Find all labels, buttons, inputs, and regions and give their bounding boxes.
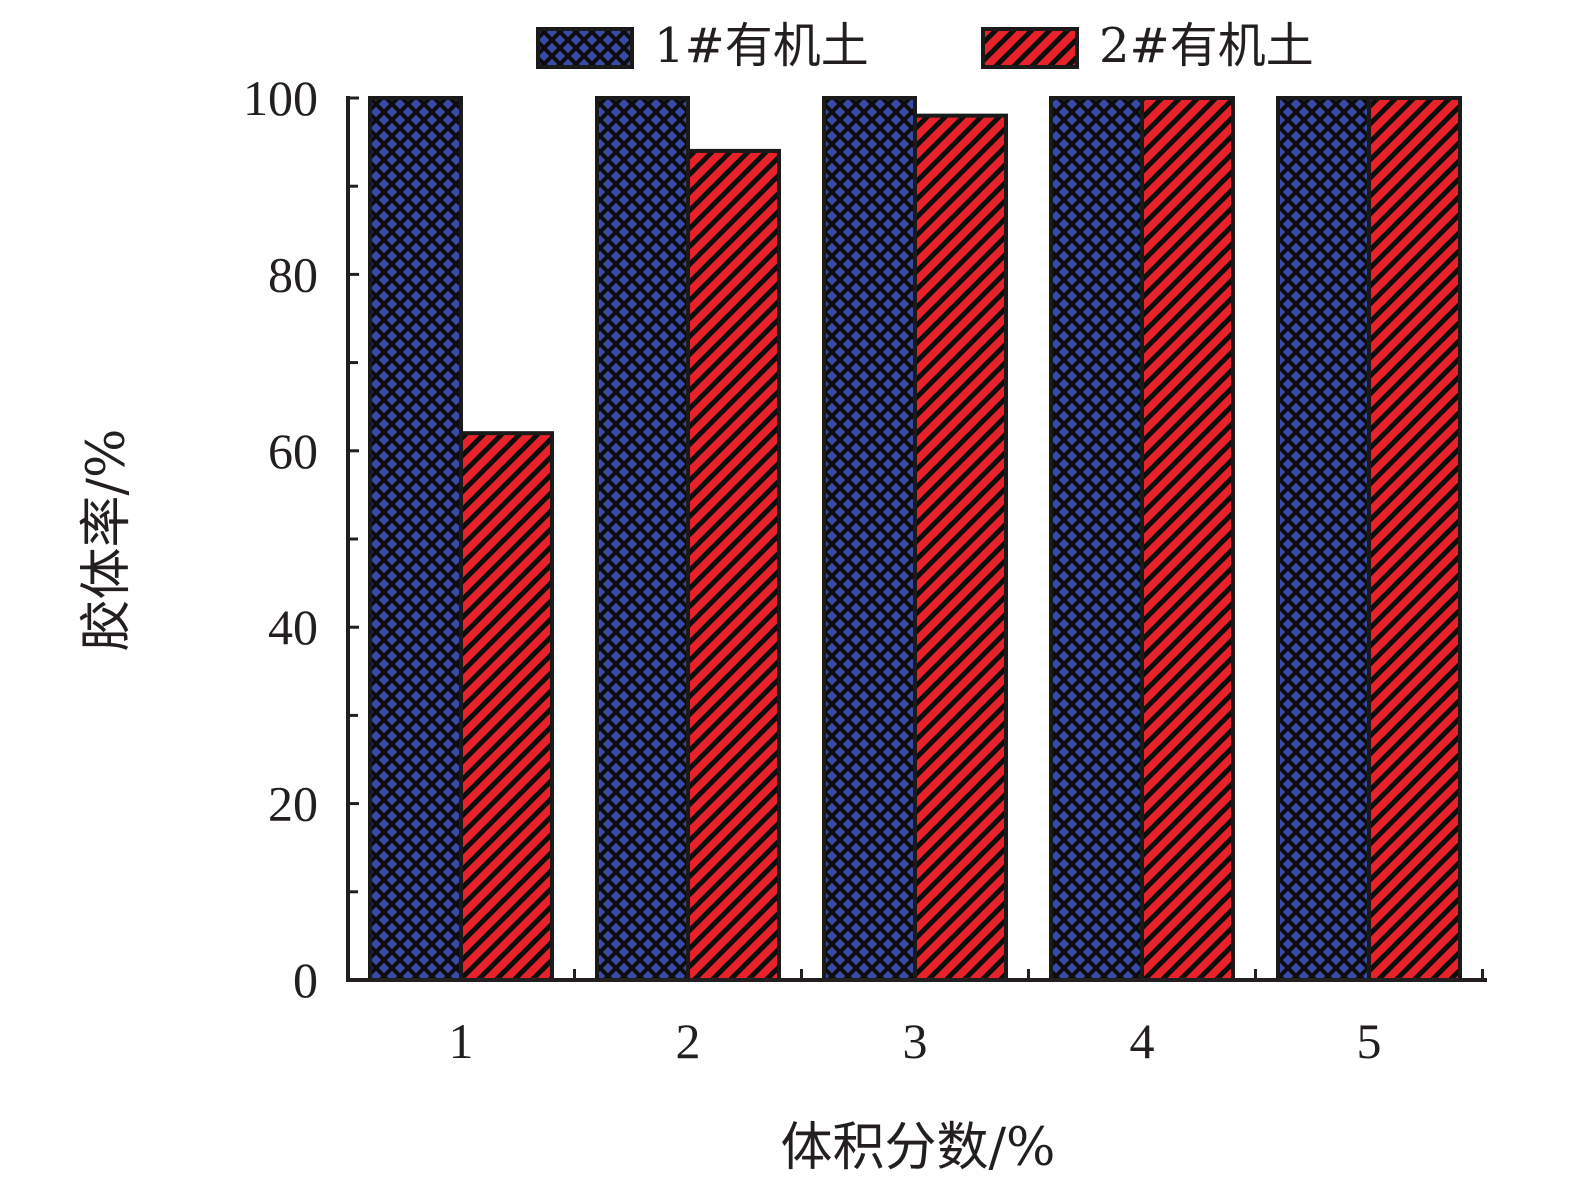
y-tick-label: 80	[268, 246, 318, 302]
x-tick-label: 2	[676, 1013, 701, 1069]
bar-series2-cat2	[686, 148, 781, 983]
bar-series2-cat5	[1367, 96, 1462, 982]
bar-series1-cat2	[595, 96, 690, 982]
bar-series1-cat3	[822, 96, 917, 982]
y-tick-label: 60	[268, 423, 318, 479]
bars-layer	[368, 96, 1462, 983]
legend-label-series1: 1#有机土	[654, 18, 869, 74]
bar-series2-cat3	[913, 113, 1008, 982]
y-tick-label: 0	[293, 952, 318, 1008]
y-axis-label: 胶体率/%	[77, 429, 137, 652]
x-tick-label: 1	[449, 1013, 474, 1069]
x-tick-label: 4	[1130, 1013, 1155, 1069]
y-tick-label: 20	[268, 776, 318, 832]
bar-series1-cat1	[368, 96, 463, 982]
legend-swatch-series2	[981, 27, 1079, 69]
y-tick-label: 40	[268, 599, 318, 655]
bar-series1-cat5	[1276, 96, 1371, 982]
bar-series2-cat1	[459, 431, 554, 983]
bar-series2-cat4	[1140, 96, 1235, 982]
axes-layer: 0 20 40 60 80 100 1 2 3 4 5	[243, 70, 1487, 1069]
legend-label-series2: 2#有机土	[1099, 18, 1314, 74]
bar-series1-cat4	[1049, 96, 1144, 982]
x-tick-label: 3	[903, 1013, 928, 1069]
x-tick-label: 5	[1357, 1013, 1382, 1069]
x-axis-label: 体积分数/%	[781, 1118, 1056, 1178]
legend: 1#有机土 2#有机土	[536, 18, 1314, 74]
legend-swatch-series1	[536, 27, 634, 69]
y-tick-label: 100	[243, 70, 318, 126]
